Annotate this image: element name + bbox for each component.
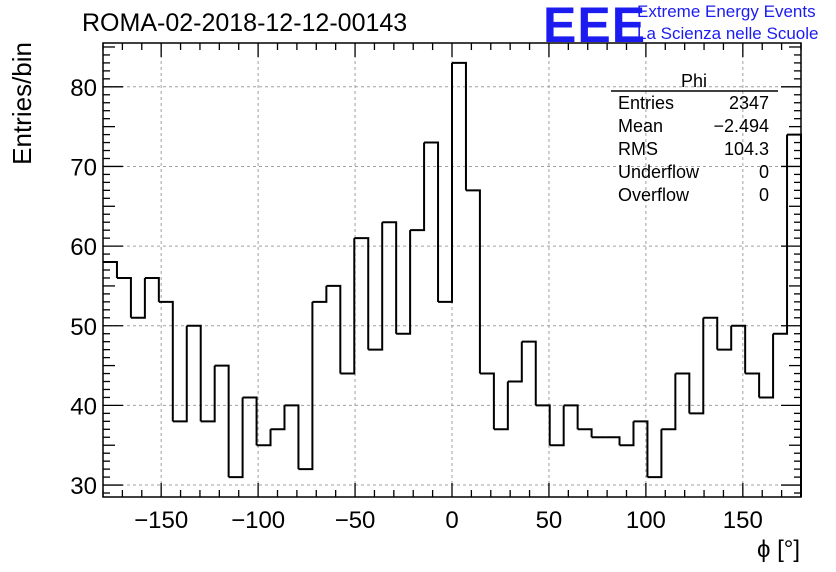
- histogram-bin: [661, 373, 677, 431]
- logo-line-2: La Scienza nelle Scuole: [637, 24, 819, 43]
- histogram-bin: [424, 141, 440, 302]
- histogram-bin: [452, 61, 467, 191]
- histogram-bin: [312, 285, 328, 303]
- histogram-bin: [130, 277, 146, 319]
- histogram-bin: [284, 404, 300, 470]
- histogram-bin: [633, 420, 649, 478]
- histogram-bin: [745, 372, 761, 398]
- histogram-bin: [465, 189, 481, 374]
- y-tick-label: 30: [70, 473, 97, 500]
- axis-ticks: [102, 43, 802, 497]
- histogram-bin: [186, 324, 202, 422]
- y-tick-label: 60: [70, 234, 97, 261]
- histogram-bin: [703, 316, 719, 350]
- histogram-bin: [605, 436, 621, 446]
- stats-value: 104.3: [724, 139, 769, 159]
- histogram-bin: [200, 365, 216, 423]
- y-axis-title: Entries/bin: [7, 42, 37, 165]
- histogram-bin: [731, 324, 747, 374]
- histogram-bin: [521, 340, 537, 406]
- histogram-bin: [354, 237, 370, 350]
- histogram-bin: [214, 364, 230, 478]
- histogram-bin: [382, 221, 398, 334]
- histogram-bin: [144, 276, 160, 302]
- stats-label: Overflow: [618, 185, 690, 205]
- eee-logo: EEE: [543, 0, 647, 53]
- x-tick-label: 0: [445, 507, 458, 534]
- histogram-bin: [270, 405, 286, 431]
- histogram-bin: [717, 325, 733, 351]
- histogram-bin: [773, 134, 789, 335]
- histogram-bin: [172, 325, 188, 423]
- axis-labels: −150 −100 −50 0 50 100 150 30 40 50 60 70 80 ϕ [°] Ent…: [7, 42, 800, 563]
- histogram-bin: [577, 428, 593, 438]
- histogram-bin: [493, 381, 509, 431]
- stats-value: 0: [759, 162, 769, 182]
- histogram-bin: [438, 62, 453, 303]
- histogram-bin: [368, 222, 384, 351]
- histogram-bin: [242, 396, 258, 446]
- x-tick-label: −150: [134, 507, 188, 534]
- histogram-bin: [647, 429, 663, 479]
- histogram-bin: [689, 317, 705, 415]
- run-title: ROMA-02-2018-12-12-00143: [82, 9, 408, 37]
- stats-name: Phi: [681, 71, 707, 91]
- histogram-bin: [410, 142, 426, 232]
- histogram-bin: [563, 404, 579, 430]
- x-tick-label: −100: [231, 507, 285, 534]
- histogram-bin: [116, 276, 132, 318]
- histogram-bin: [759, 333, 775, 399]
- histogram-bin: [396, 230, 412, 335]
- histogram-bin: [298, 301, 314, 471]
- x-tick-label: 50: [536, 507, 563, 534]
- histogram-bin: [326, 284, 342, 374]
- histogram-bin: [619, 421, 635, 447]
- histogram-bin: [158, 300, 174, 422]
- stats-value: 0: [759, 185, 769, 205]
- histogram-bin: [535, 404, 551, 446]
- logo-line-1: Extreme Energy Events: [637, 2, 816, 21]
- y-tick-label: 40: [70, 393, 97, 420]
- histogram-bin: [787, 133, 802, 497]
- stats-label: Underflow: [618, 162, 700, 182]
- y-tick-label: 50: [70, 314, 97, 341]
- stats-value: −2.494: [713, 116, 769, 136]
- x-tick-label: 150: [723, 507, 763, 534]
- x-tick-label: 100: [626, 507, 666, 534]
- stats-value: 2347: [729, 93, 769, 113]
- histogram-bin: [479, 372, 495, 430]
- histogram-bin: [228, 397, 244, 479]
- histogram-bin: [256, 429, 272, 447]
- histogram-bin: [340, 238, 356, 375]
- histogram-bin: [675, 372, 691, 414]
- histogram-bin: [549, 405, 565, 447]
- histogram-bars: [103, 61, 802, 497]
- histogram-bin: [507, 341, 523, 383]
- y-tick-label: 70: [70, 154, 97, 181]
- x-axis-title: ϕ [°]: [757, 536, 800, 563]
- x-tick-label: −50: [335, 507, 376, 534]
- stats-label: Entries: [618, 93, 674, 113]
- stats-label: Mean: [618, 116, 663, 136]
- stats-label: RMS: [618, 139, 658, 159]
- stats-box: Phi Entries 2347 Mean −2.494 RMS 104.3 Underflo…: [611, 71, 778, 205]
- y-tick-label: 80: [70, 75, 97, 102]
